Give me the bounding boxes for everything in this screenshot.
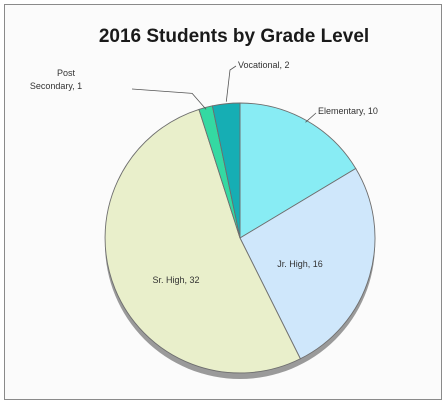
leader-line-vocational [225, 65, 237, 102]
leader-line-elementary [305, 112, 317, 123]
pie-slice-vocational [211, 102, 241, 239]
pie-slices [104, 102, 376, 374]
pie-slice-jr-high [239, 167, 376, 360]
data-label-sr-high: Sr. High, 32 [152, 275, 199, 285]
leader-line-post-secondary [131, 88, 207, 110]
pie-labels: Elementary, 10 Jr. High, 16 Sr. High, 32 Po… [30, 60, 378, 285]
pie-slice-sr-high [104, 108, 301, 374]
chart-title: 2016 Students by Grade Level [99, 26, 369, 47]
pie-slice-elementary [239, 102, 357, 239]
data-label-post-secondary: Post Secondary, 1 [30, 68, 82, 91]
data-label-jr-high: Jr. High, 16 [277, 259, 323, 269]
data-label-elementary: Elementary, 10 [318, 106, 378, 116]
data-label-vocational: Vocational, 2 [238, 60, 290, 70]
